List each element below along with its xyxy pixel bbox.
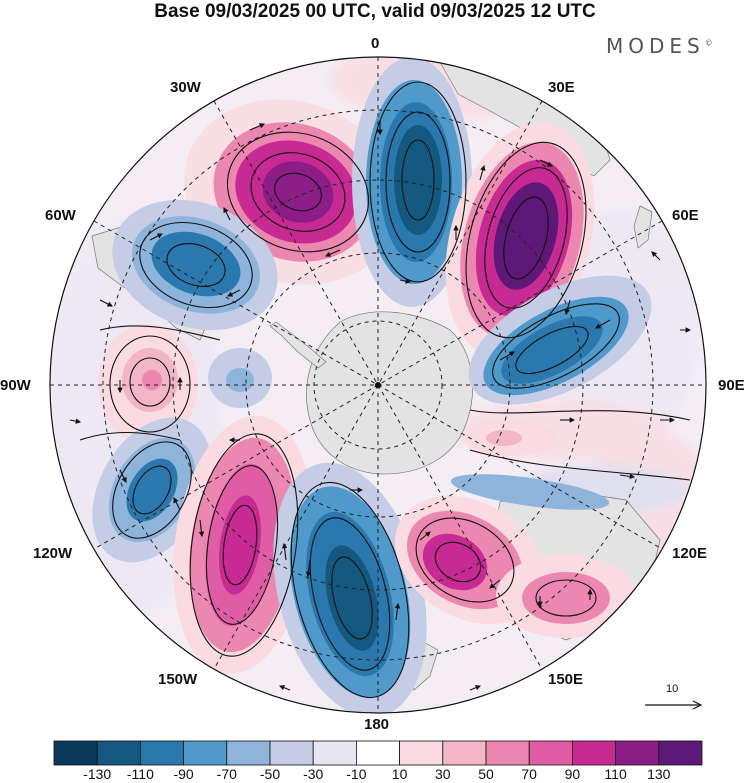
colorbar-tick-label: -10 (346, 766, 367, 782)
negative-anomaly-80e (468, 275, 652, 405)
reference-vector-arrow (645, 700, 703, 710)
colorbar-swatch (269, 740, 314, 766)
colorbar-swatch (572, 740, 617, 766)
lon-label-30w: 30W (170, 79, 201, 96)
colorbar-swatch (53, 740, 98, 766)
south-pole-marker (375, 382, 381, 388)
colorbar-swatch (528, 740, 573, 766)
antarctic-peninsula (269, 321, 327, 369)
colorbar-swatch (140, 740, 185, 766)
colorbar-tick-label: -50 (259, 766, 281, 782)
negative-anomaly-180 (273, 462, 427, 713)
lon-label-60e: 60E (672, 207, 699, 224)
positive-anomaly-120e (496, 554, 636, 638)
map-boundary (49, 56, 707, 714)
colorbar-tick-label: 90 (564, 766, 581, 782)
lon-label-60w: 60W (45, 207, 76, 224)
colorbar-tick-label: 30 (435, 766, 451, 782)
colorbar-swatch (312, 740, 357, 766)
colorbar-tick-label: -30 (303, 766, 324, 782)
negative-anomaly-110e (450, 474, 610, 510)
lon-label-120w: 120W (33, 545, 73, 562)
colorbar-tick-label: -110 (126, 766, 154, 782)
colorbar-tick-label: -90 (173, 766, 194, 782)
positive-anomaly-90w (98, 324, 198, 444)
lon-label-150e: 150E (548, 671, 584, 688)
polar-map (49, 56, 707, 714)
colorbar-swatch (183, 740, 228, 766)
wind-streamlines (79, 81, 691, 699)
modes-logo: MODES© (606, 34, 713, 58)
madagascar (633, 205, 653, 249)
colorbar-swatch (485, 740, 530, 766)
lon-label-120e: 120E (672, 545, 708, 562)
colorbar-swatch (615, 740, 660, 766)
chart-title: Base 09/03/2025 00 UTC, valid 09/03/2025… (154, 1, 596, 22)
colorbar-tick-label: 50 (478, 766, 494, 782)
colorbar-swatch (658, 740, 703, 766)
colorbar-swatch (226, 740, 271, 766)
lon-label-90e: 90E (718, 377, 745, 394)
colorbar-tick-label: 110 (604, 766, 627, 782)
colorbar-swatch (355, 740, 400, 766)
anomaly-field (92, 57, 652, 713)
colorbar-swatch (399, 740, 444, 766)
positive-anomaly-100e (464, 420, 556, 456)
colorbar-tick-label: 130 (647, 766, 671, 782)
colorbar-tick-label: 10 (391, 766, 408, 782)
lon-label-150w: 150W (158, 671, 198, 688)
colorbar-swatch (96, 740, 141, 766)
colorbar-tick-label: -70 (216, 766, 237, 782)
colorbar-tick-label: 70 (521, 766, 537, 782)
lon-label-180: 180 (364, 716, 390, 733)
antarctica (306, 311, 473, 475)
colorbar (53, 740, 703, 766)
reference-vector-label: 10 (666, 683, 679, 695)
wind-arrows (69, 120, 692, 691)
lon-label-90w: 90W (0, 377, 31, 394)
lon-label-30e: 30E (548, 79, 575, 96)
colorbar-tick-label: -130 (83, 766, 112, 782)
negative-anomaly-100w (208, 348, 272, 408)
lon-label-0: 0 (371, 35, 380, 52)
colorbar-swatch (442, 740, 487, 766)
